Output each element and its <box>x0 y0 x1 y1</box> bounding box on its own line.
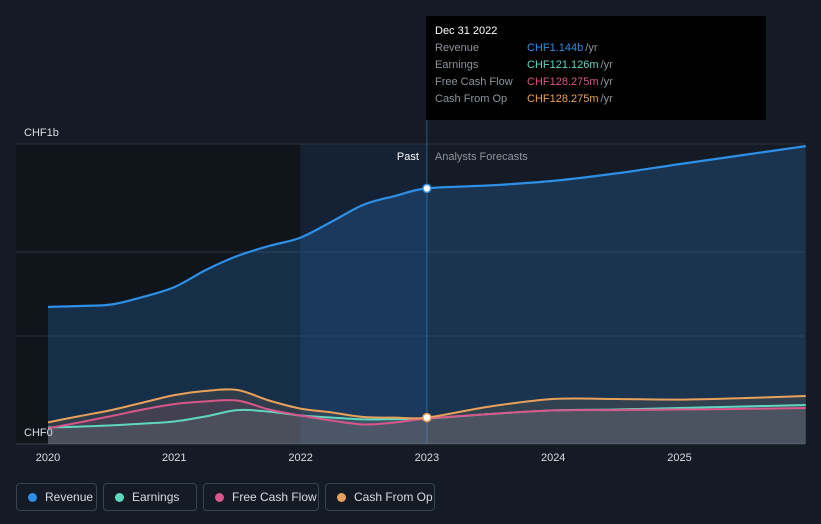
revenue-highlight-point <box>422 183 432 194</box>
legend-item-revenue[interactable]: Revenue <box>16 483 97 511</box>
tooltip-label: Revenue <box>435 42 480 54</box>
x-tick-label: 2022 <box>288 452 312 464</box>
revenue-dot-icon <box>28 493 37 502</box>
legend-item-cash-from-op[interactable]: Cash From Op <box>325 483 435 511</box>
legend-label: Cash From Op <box>354 490 433 504</box>
series-line-free-cash-flow <box>47 398 806 430</box>
series-area-cash-from-op <box>48 389 806 444</box>
cash-from-op-highlight-point <box>422 412 432 423</box>
tooltip-value: CHF128.275m <box>527 93 599 105</box>
tooltip-label: Cash From Op <box>435 93 508 105</box>
tooltip-value: CHF121.126m <box>527 59 599 71</box>
legend-item-free-cash-flow[interactable]: Free Cash Flow <box>203 483 319 511</box>
y-axis-label-top: CHF1b <box>24 127 59 139</box>
earnings-dot-icon <box>115 493 124 502</box>
tooltip-row-free-cash-flow: Free Cash Flow CHF128.275m/yr <box>435 76 755 92</box>
series-line-cash-from-op <box>47 388 806 424</box>
cash-from-op-dot-icon <box>337 493 346 502</box>
tooltip-value: CHF1.144b <box>527 42 584 54</box>
tooltip-row-revenue: Revenue CHF1.144b/yr <box>435 42 755 58</box>
highlight-band <box>300 144 427 444</box>
x-tick-label: 2023 <box>415 452 439 464</box>
x-tick-label: 2024 <box>541 452 565 464</box>
x-tick-label: 2020 <box>36 452 60 464</box>
tooltip-unit: /yr <box>600 59 613 71</box>
series-area-revenue <box>48 146 806 444</box>
legend-label: Free Cash Flow <box>232 490 317 504</box>
legend-label: Earnings <box>132 490 180 504</box>
forecast-label: Analysts Forecasts <box>435 151 528 163</box>
tooltip-label: Free Cash Flow <box>435 76 513 88</box>
y-axis-label-bottom: CHF0 <box>24 427 53 439</box>
past-label: Past <box>397 151 419 163</box>
x-tick-label: 2021 <box>162 452 186 464</box>
tooltip-row-earnings: Earnings CHF121.126m/yr <box>435 59 755 75</box>
x-tick-label: 2025 <box>667 452 691 464</box>
tooltip-row-cash-from-op: Cash From Op CHF128.275m/yr <box>435 93 755 109</box>
series-line-revenue <box>47 145 806 308</box>
legend-item-earnings[interactable]: Earnings <box>103 483 197 511</box>
series-area-earnings <box>48 405 806 444</box>
tooltip-unit: /yr <box>585 42 598 54</box>
tooltip-unit: /yr <box>600 76 613 88</box>
tooltip-value: CHF128.275m <box>527 76 599 88</box>
tooltip-unit: /yr <box>600 93 613 105</box>
tooltip-label: Earnings <box>435 59 479 71</box>
tooltip: Dec 31 2022 Revenue CHF1.144b/yr Earning… <box>426 16 766 120</box>
free-cash-flow-dot-icon <box>215 493 224 502</box>
legend-label: Revenue <box>45 490 94 504</box>
tooltip-date: Dec 31 2022 <box>435 25 498 37</box>
